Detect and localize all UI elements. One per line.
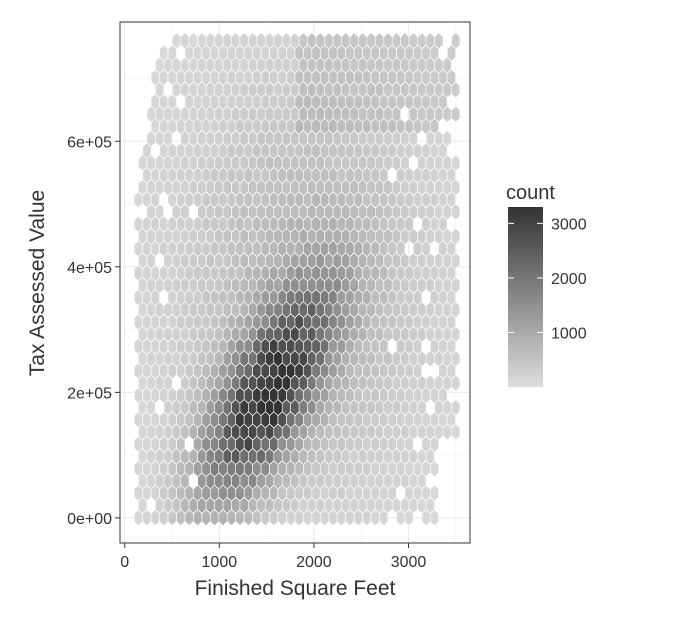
hex-bin xyxy=(150,509,160,527)
hex-bin xyxy=(286,509,296,527)
x-tick-label: 2000 xyxy=(296,554,332,571)
hex-bin xyxy=(184,509,194,527)
x-tick-label: 1000 xyxy=(202,554,238,571)
hex-bin xyxy=(451,203,461,221)
hex-bin xyxy=(235,509,245,527)
hex-bin xyxy=(353,509,363,527)
hex-bin xyxy=(425,350,435,368)
hex-bin xyxy=(319,509,330,527)
hex-bin xyxy=(451,81,461,99)
hex-bin xyxy=(429,460,440,478)
y-tick-label: 6e+05 xyxy=(67,134,112,151)
hex-bin xyxy=(328,509,338,527)
hex-bin xyxy=(210,509,220,527)
y-ticks: 0e+00 2e+05 4e+05 6e+05 xyxy=(67,134,120,528)
x-axis: 0 1000 2000 3000 Finished Square Feet xyxy=(120,543,426,600)
hex-bin xyxy=(277,509,287,527)
y-tick-label: 4e+05 xyxy=(67,260,112,277)
y-axis-title: Tax Assessed Value xyxy=(26,190,49,376)
hex-bin xyxy=(370,509,380,527)
plot-panel xyxy=(119,21,471,544)
hex-bin xyxy=(167,509,177,527)
legend-ticks: 1000 2000 3000 xyxy=(508,216,587,342)
legend-break-label: 3000 xyxy=(551,216,587,233)
hex-bin xyxy=(345,509,355,527)
x-tick-label: 3000 xyxy=(391,554,427,571)
hex-bin xyxy=(133,191,143,209)
hex-bin xyxy=(404,509,414,527)
hex-bin xyxy=(260,509,270,527)
hex-bin xyxy=(429,509,440,527)
hex-bin xyxy=(336,509,347,527)
hex-bins xyxy=(133,32,461,527)
hex-bin xyxy=(269,509,279,527)
hex-bin xyxy=(193,509,203,527)
legend-title: count xyxy=(506,182,555,204)
hex-bin xyxy=(159,509,169,527)
hex-bin xyxy=(396,509,406,527)
hex-bin xyxy=(294,509,304,527)
hex-bin xyxy=(362,509,372,527)
legend-colorbar xyxy=(508,207,543,387)
panel-border xyxy=(119,21,471,544)
x-ticks: 0 1000 2000 3000 xyxy=(120,543,426,571)
hex-bin xyxy=(176,509,186,527)
x-axis-title: Finished Square Feet xyxy=(195,577,396,600)
hex-bin xyxy=(303,509,313,527)
hex-bin xyxy=(379,509,389,527)
hex-bin xyxy=(311,509,321,527)
hex-bin xyxy=(243,509,253,527)
hex-bin xyxy=(442,105,452,123)
y-tick-label: 2e+05 xyxy=(67,385,112,402)
legend: count 1000 2000 3000 xyxy=(506,182,587,387)
hex-bin xyxy=(133,509,143,527)
hex-bin xyxy=(226,509,237,527)
hex-bin xyxy=(218,509,228,527)
hex-bin xyxy=(142,509,152,527)
hex-bin xyxy=(451,374,461,392)
hex-bin xyxy=(451,423,461,441)
hex-bin xyxy=(252,509,262,527)
hex-bin xyxy=(451,105,461,123)
y-tick-label: 0e+00 xyxy=(67,511,112,528)
hex-bin xyxy=(421,509,431,527)
x-tick-label: 0 xyxy=(120,554,129,571)
legend-break-label: 2000 xyxy=(551,271,587,288)
legend-break-label: 1000 xyxy=(551,325,587,342)
hex-bin xyxy=(442,423,452,441)
hex-bin xyxy=(201,509,211,527)
y-axis: 0e+00 2e+05 4e+05 6e+05 Tax Assessed Value xyxy=(26,134,120,528)
